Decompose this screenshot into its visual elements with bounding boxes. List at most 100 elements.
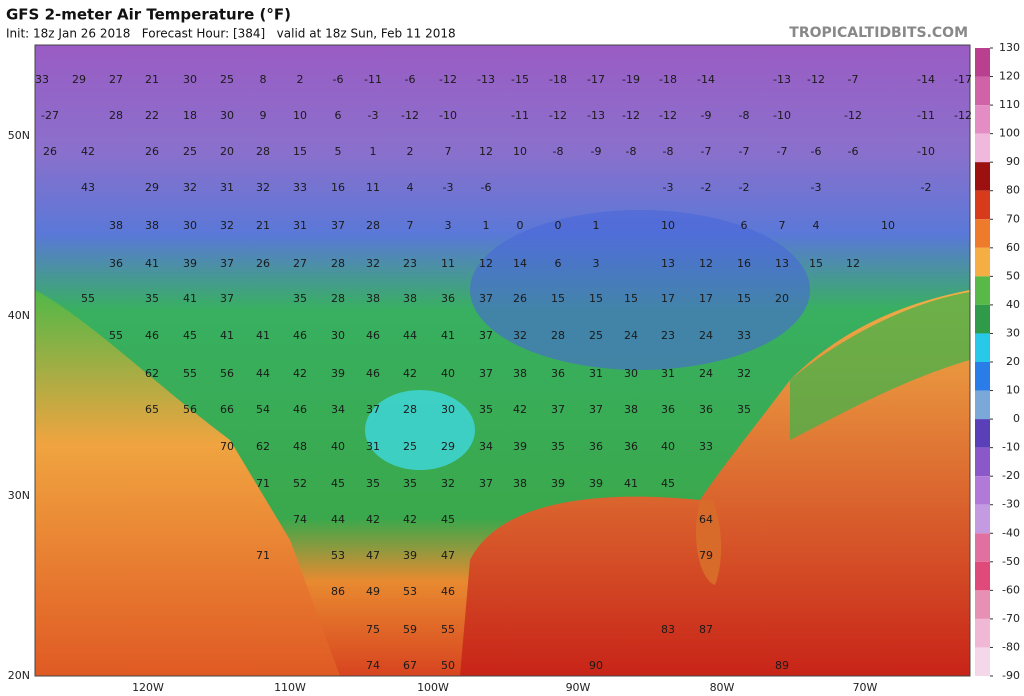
station-temp: -11 [364,73,382,86]
colorbar-label: 60 [1006,241,1020,254]
longitude-label: 90W [566,681,591,694]
station-temp: 67 [403,659,417,672]
station-temp: 26 [513,292,527,305]
station-temp: 32 [256,181,270,194]
station-temp: 66 [220,403,234,416]
station-temp: 56 [183,403,197,416]
station-temp: 83 [661,623,675,636]
station-temp: 35 [403,477,417,490]
station-temp: -17 [954,73,972,86]
station-temp: 62 [145,367,159,380]
station-temp: 36 [661,403,675,416]
station-temp: 1 [593,219,600,232]
station-temp: 26 [43,145,57,158]
station-temp: 3 [445,219,452,232]
cold-pocket [365,390,475,470]
station-temp: 2 [297,73,304,86]
station-temp: 31 [293,219,307,232]
station-temp: 26 [145,145,159,158]
station-temp: 56 [220,367,234,380]
station-temp: 33 [699,440,713,453]
station-temp: 86 [331,585,345,598]
station-temp: 45 [441,513,455,526]
station-temp: 44 [403,329,417,342]
station-temp: -12 [659,109,677,122]
station-temp: 38 [109,219,123,232]
station-temp: 10 [661,219,675,232]
station-temp: 7 [779,219,786,232]
station-temp: 24 [699,367,713,380]
station-temp: -7 [701,145,712,158]
station-temp: 49 [366,585,380,598]
station-temp: -9 [591,145,602,158]
station-temp: 36 [551,367,565,380]
station-temp: -3 [811,181,822,194]
colorbar-label: 10 [1006,384,1020,397]
station-temp: 35 [145,292,159,305]
station-temp: -11 [917,109,935,122]
colorbar-segment [975,618,990,648]
station-temp: 17 [699,292,713,305]
station-temp: -3 [368,109,379,122]
station-temp: 64 [699,513,713,526]
station-temp: 0 [517,219,524,232]
station-temp: 21 [256,219,270,232]
station-temp: 38 [145,219,159,232]
station-temp: -12 [549,109,567,122]
colorbar-label: 20 [1006,355,1020,368]
station-temp: 39 [183,257,197,270]
colorbar-segment [975,447,990,477]
station-temp: -14 [917,73,935,86]
station-temp: 15 [624,292,638,305]
station-temp: 0 [555,219,562,232]
station-temp: 41 [441,329,455,342]
station-temp: 38 [513,367,527,380]
colorbar-label: -10 [1002,441,1020,454]
station-temp: 40 [661,440,675,453]
station-temp: 30 [624,367,638,380]
station-temp: 48 [293,440,307,453]
station-temp: -10 [917,145,935,158]
station-temp: 53 [403,585,417,598]
station-temp: -11 [511,109,529,122]
station-temp: 18 [183,109,197,122]
station-temp: -14 [697,73,715,86]
station-temp: 42 [403,513,417,526]
pacific [35,290,340,676]
station-temp: 12 [699,257,713,270]
station-temp: 43 [81,181,95,194]
station-temp: -17 [587,73,605,86]
colorbar-segment [975,533,990,562]
station-temp: 42 [81,145,95,158]
map-frame [34,44,971,677]
colorbar-segment [975,247,990,277]
station-temp: 20 [220,145,234,158]
station-temp: -18 [659,73,677,86]
station-temp: 13 [775,257,789,270]
station-temp: -6 [481,181,492,194]
station-temp: 59 [403,623,417,636]
colorbar-label: -20 [1002,469,1020,482]
station-temp: 46 [293,403,307,416]
station-temp: 30 [331,329,345,342]
station-temp: -6 [811,145,822,158]
colorbar-segment [975,48,990,77]
colorbar-segment [975,476,990,505]
station-temp: 35 [479,403,493,416]
station-temp: 29 [145,181,159,194]
station-temp: 44 [256,367,270,380]
longitude-label: 80W [710,681,735,694]
station-temp: 33 [35,73,49,86]
station-temp: 28 [551,329,565,342]
station-temp: 30 [441,403,455,416]
station-temp: 44 [331,513,345,526]
station-temp: 36 [589,440,603,453]
colorbar-label: 110 [999,98,1020,111]
station-temp: 32 [220,219,234,232]
longitude-label: 120W [132,681,164,694]
station-temp: 45 [183,329,197,342]
station-temp: 32 [513,329,527,342]
station-temp: 50 [441,659,455,672]
station-temp: -6 [405,73,416,86]
station-temp: -3 [443,181,454,194]
